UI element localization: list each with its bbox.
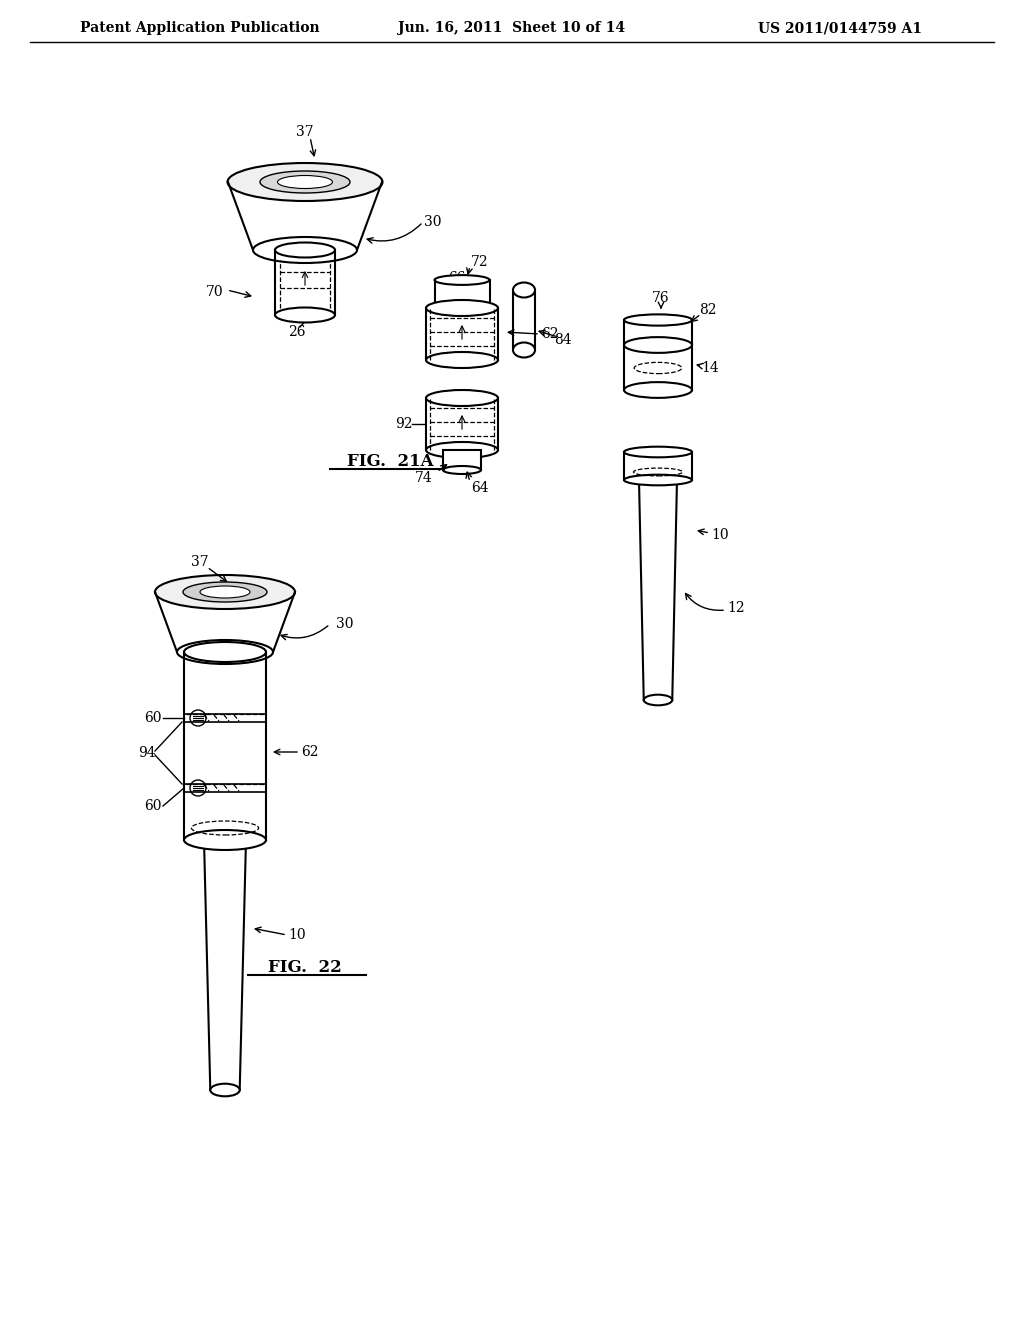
Ellipse shape <box>183 582 267 602</box>
Ellipse shape <box>155 576 295 609</box>
Text: 12: 12 <box>727 601 744 615</box>
Ellipse shape <box>624 446 692 457</box>
Ellipse shape <box>513 282 535 297</box>
Text: Patent Application Publication: Patent Application Publication <box>80 21 319 36</box>
Ellipse shape <box>426 389 498 407</box>
Text: 92: 92 <box>395 417 413 432</box>
Ellipse shape <box>184 830 266 850</box>
Ellipse shape <box>227 162 383 201</box>
Text: 84: 84 <box>554 333 571 347</box>
Text: 82: 82 <box>699 304 717 317</box>
Text: 72: 72 <box>471 255 488 269</box>
Ellipse shape <box>426 300 498 315</box>
Ellipse shape <box>210 1084 240 1097</box>
Text: 26: 26 <box>288 325 306 339</box>
Ellipse shape <box>184 642 266 663</box>
Ellipse shape <box>624 337 692 352</box>
Text: 76: 76 <box>652 290 670 305</box>
Text: 10: 10 <box>288 928 306 942</box>
Text: 74: 74 <box>415 471 433 484</box>
Text: 14: 14 <box>701 360 719 375</box>
Ellipse shape <box>200 586 250 598</box>
Ellipse shape <box>624 314 692 326</box>
Bar <box>434 280 489 308</box>
Ellipse shape <box>426 442 498 458</box>
Bar <box>624 319 692 345</box>
Text: 30: 30 <box>336 616 353 631</box>
Text: 62: 62 <box>301 744 318 759</box>
Ellipse shape <box>443 466 481 474</box>
Bar <box>513 290 535 350</box>
Ellipse shape <box>513 342 535 358</box>
Text: 64: 64 <box>471 480 488 495</box>
Text: 70: 70 <box>206 285 224 300</box>
Text: 37: 37 <box>296 125 313 139</box>
Text: 30: 30 <box>424 215 441 228</box>
Text: Jun. 16, 2011  Sheet 10 of 14: Jun. 16, 2011 Sheet 10 of 14 <box>398 21 626 36</box>
Text: US 2011/0144759 A1: US 2011/0144759 A1 <box>758 21 922 36</box>
Ellipse shape <box>278 176 333 189</box>
Ellipse shape <box>177 640 273 664</box>
Ellipse shape <box>624 339 692 351</box>
Ellipse shape <box>275 308 335 322</box>
Ellipse shape <box>624 381 692 397</box>
Ellipse shape <box>434 275 489 285</box>
Text: 60: 60 <box>144 799 162 813</box>
Text: 10: 10 <box>712 528 729 543</box>
Text: 94: 94 <box>138 746 156 760</box>
Bar <box>624 345 692 389</box>
Bar <box>426 308 498 360</box>
Ellipse shape <box>426 352 498 368</box>
Text: FIG.  22: FIG. 22 <box>268 960 342 977</box>
Ellipse shape <box>260 172 350 193</box>
Text: 60: 60 <box>144 711 162 725</box>
Bar <box>443 450 481 470</box>
Text: 37: 37 <box>191 554 209 569</box>
Text: 66: 66 <box>449 271 466 285</box>
Ellipse shape <box>275 243 335 257</box>
Ellipse shape <box>644 694 672 705</box>
Text: 62: 62 <box>542 327 559 341</box>
Text: FIG.  21A: FIG. 21A <box>347 454 433 470</box>
Bar <box>426 399 498 450</box>
Ellipse shape <box>624 475 692 486</box>
Ellipse shape <box>253 238 357 263</box>
